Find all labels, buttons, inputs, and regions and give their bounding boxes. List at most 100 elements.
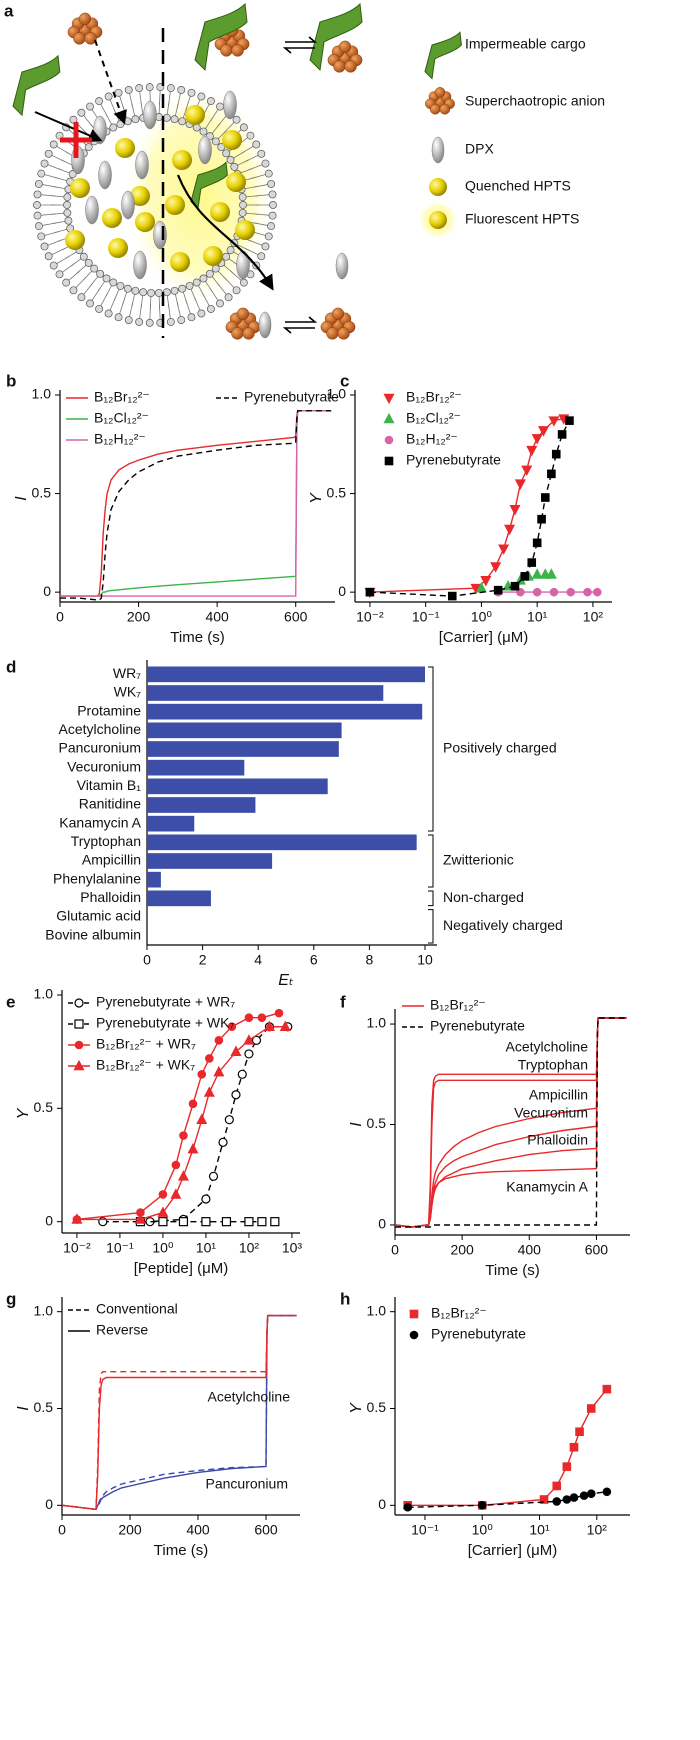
point	[257, 1217, 267, 1227]
bar	[147, 741, 339, 757]
y-tick-label: 0.5	[34, 1099, 54, 1115]
hpts	[65, 230, 85, 250]
x-tick-label: 10⁻¹	[411, 1522, 439, 1538]
point	[532, 538, 542, 548]
hpts	[429, 211, 447, 229]
x-tick-label: 600	[284, 609, 308, 625]
lipid-head	[145, 318, 154, 327]
dpx	[198, 135, 212, 165]
lipid-head	[109, 123, 118, 132]
point	[221, 1217, 232, 1227]
bar	[147, 871, 161, 888]
line-series	[395, 1017, 627, 1228]
anion-sphere	[73, 32, 86, 45]
y-axis-label: Y	[15, 1107, 32, 1119]
point	[547, 469, 556, 479]
legend-label: B₁₂Br₁₂²⁻	[94, 389, 150, 405]
lipid-head	[63, 208, 72, 217]
y-tick-label: 1.0	[32, 386, 52, 402]
curve-label: Vecuronium	[514, 1105, 588, 1121]
y-axis-label: I	[348, 1122, 365, 1127]
point	[526, 445, 538, 457]
lipid-head	[252, 140, 261, 149]
hpts	[170, 252, 190, 272]
lipid-head	[205, 269, 214, 278]
lipid-head	[40, 242, 49, 251]
fit-line	[369, 420, 571, 597]
point	[477, 1501, 487, 1510]
lipid-head	[131, 115, 140, 124]
category-label: Vitamin B₁	[77, 777, 142, 793]
y-tick-label: 0.5	[367, 1115, 387, 1131]
dpx	[135, 150, 149, 180]
x-axis-label: [Carrier] (μM)	[468, 1542, 557, 1559]
y-tick-label: 0	[43, 583, 51, 599]
point	[178, 1217, 189, 1227]
point	[244, 1049, 254, 1059]
point	[74, 998, 84, 1008]
lipid-head	[170, 286, 179, 295]
equilibrium-arrows	[282, 36, 318, 54]
legend-label: B₁₂Cl₁₂²⁻	[406, 410, 461, 426]
point	[538, 426, 550, 437]
point	[231, 1090, 241, 1100]
point	[263, 1020, 275, 1032]
lipid-head	[162, 288, 171, 297]
lipid-head	[185, 281, 194, 290]
group-bracket	[428, 890, 434, 907]
point	[602, 1384, 612, 1394]
anion-sphere	[231, 327, 244, 340]
legend-label: Impermeable cargo	[465, 36, 586, 52]
lipid-head	[84, 143, 93, 152]
bar	[147, 778, 328, 795]
point	[257, 1013, 267, 1022]
x-tick-label: 10²	[239, 1240, 260, 1256]
point	[409, 1330, 419, 1340]
category-label: Kanamycin A	[59, 814, 141, 830]
point	[177, 1170, 189, 1181]
lipid-head	[135, 84, 144, 93]
legend-label: Pyrenebutyrate	[430, 1018, 525, 1034]
anion-sphere	[331, 307, 345, 320]
y-tick-label: 0.5	[327, 484, 347, 500]
cargo-ribbon	[190, 161, 228, 210]
x-axis-label: Time (s)	[485, 1262, 539, 1279]
lipid-head	[68, 170, 77, 179]
bar	[147, 685, 384, 701]
point	[531, 568, 543, 579]
group-bracket	[428, 666, 434, 832]
lipid-head	[268, 190, 277, 199]
x-tick-label: 10¹	[529, 1522, 550, 1538]
group-label: Positively charged	[443, 740, 557, 756]
line-series	[61, 1314, 297, 1510]
legend-label: Pyrenebutyrate + WK₇	[96, 1015, 234, 1031]
category-label: WK₇	[114, 684, 142, 700]
lipid-head	[267, 179, 276, 188]
point	[593, 587, 602, 597]
x-tick-label: 200	[127, 609, 151, 625]
x-tick-label: 600	[585, 1242, 609, 1258]
point	[545, 568, 557, 579]
hpts	[185, 105, 205, 125]
point	[71, 1213, 83, 1224]
group-bracket	[428, 834, 434, 888]
point	[586, 1404, 596, 1413]
point	[548, 416, 560, 427]
curve-label: Phalloidin	[527, 1132, 588, 1148]
x-tick-label: 10⁻²	[356, 609, 384, 625]
point	[203, 1086, 215, 1097]
point	[551, 449, 561, 459]
hpts	[102, 208, 122, 228]
point	[520, 572, 530, 581]
group-bracket	[428, 909, 434, 944]
x-tick-label: 10¹	[196, 1240, 217, 1256]
dpx	[223, 90, 237, 120]
lipid-head	[187, 313, 196, 322]
category-label: Ranitidine	[79, 796, 141, 812]
anion-sphere	[439, 103, 451, 115]
diagram: a Impermeable cargo Superchaotropic anion…	[4, 1, 605, 340]
lipid-head	[226, 246, 235, 255]
point	[188, 1099, 198, 1109]
lipid-head	[86, 299, 94, 308]
point	[237, 1069, 247, 1079]
